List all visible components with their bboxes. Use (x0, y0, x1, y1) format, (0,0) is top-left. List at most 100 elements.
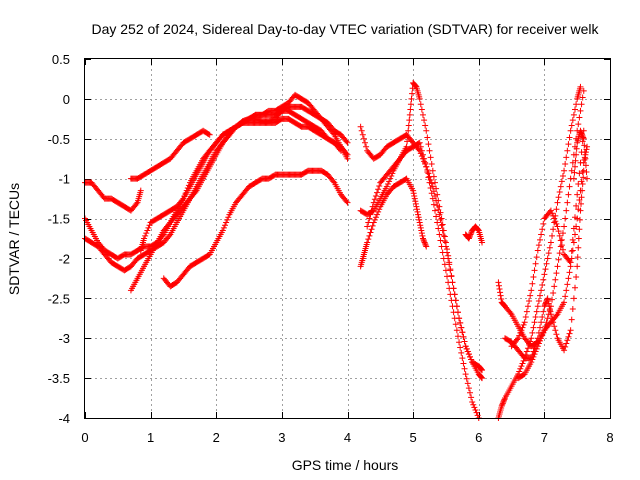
data-point (559, 230, 566, 237)
data-point (435, 197, 442, 204)
data-point (557, 243, 564, 250)
data-point (524, 303, 531, 310)
data-point (376, 206, 383, 213)
data-point (562, 293, 569, 300)
data-point (577, 127, 584, 134)
data-point (449, 279, 456, 286)
data-point (564, 337, 571, 344)
data-point (561, 299, 568, 306)
data-point (538, 319, 545, 326)
data-point (441, 233, 448, 240)
data-point (179, 196, 186, 203)
data-point (576, 170, 583, 177)
data-point (145, 224, 152, 231)
data-point (574, 191, 581, 198)
data-point (404, 133, 411, 140)
data-point (578, 178, 585, 185)
data-point (419, 235, 426, 242)
x-axis-label: GPS time / hours (292, 457, 399, 473)
data-point (565, 141, 572, 148)
data-point (436, 203, 443, 210)
data-point (526, 341, 533, 348)
data-point (552, 218, 559, 225)
data-point (468, 356, 475, 363)
data-point (556, 250, 563, 257)
data-point (418, 230, 425, 237)
x-tick-label: 8 (606, 430, 613, 445)
y-axis-label: SDTVAR / TECUs (6, 183, 22, 295)
series-arc-9 (357, 139, 482, 421)
data-point (416, 219, 423, 226)
data-point (413, 206, 420, 213)
data-point (417, 224, 424, 231)
data-point (423, 127, 430, 134)
data-point (478, 366, 485, 373)
data-point (413, 203, 420, 210)
data-point (429, 183, 436, 190)
data-point (495, 279, 502, 286)
data-point (579, 138, 586, 145)
data-point (419, 111, 426, 118)
data-point (563, 207, 570, 214)
data-point (422, 242, 429, 249)
data-point (523, 308, 530, 315)
data-point (474, 226, 481, 233)
data-point (374, 211, 381, 218)
data-point (566, 134, 573, 141)
data-point (421, 238, 428, 245)
data-point (459, 329, 466, 336)
plot-points (82, 79, 591, 421)
data-point (546, 303, 553, 310)
data-point (375, 186, 382, 193)
data-point (467, 232, 473, 239)
data-point (530, 274, 537, 281)
data-point (577, 83, 584, 90)
data-point (562, 215, 569, 222)
data-point (563, 154, 570, 161)
data-point (569, 247, 576, 254)
data-point (553, 312, 560, 319)
y-tick-label: -4 (58, 411, 70, 426)
data-point (395, 157, 402, 164)
data-point (451, 291, 458, 298)
data-point (365, 219, 372, 226)
data-point (528, 359, 535, 366)
series-arc-7 (160, 167, 351, 290)
data-point (569, 236, 576, 243)
data-point (367, 211, 374, 218)
y-tick-label: 0.5 (52, 52, 70, 67)
data-point (462, 371, 469, 378)
data-point (573, 202, 580, 209)
data-point (405, 127, 412, 134)
data-point (370, 199, 377, 206)
data-point (433, 213, 440, 220)
data-point (369, 203, 376, 210)
data-point (535, 340, 542, 347)
data-point (540, 308, 547, 315)
data-point (573, 101, 580, 108)
data-point (535, 297, 542, 304)
data-point (539, 313, 546, 320)
series-arc-15 (502, 167, 587, 362)
data-point (558, 242, 565, 249)
data-point (417, 222, 424, 229)
data-point (549, 210, 556, 217)
data-point (192, 188, 199, 195)
series-arc-18 (570, 127, 591, 182)
data-point (580, 135, 587, 142)
data-point (570, 239, 577, 246)
data-point (467, 353, 473, 360)
data-point (434, 219, 441, 226)
data-point (531, 351, 538, 358)
data-point (404, 138, 411, 145)
data-point (457, 344, 464, 351)
data-point (412, 200, 419, 207)
data-point (559, 246, 566, 253)
data-point (567, 327, 574, 334)
data-point (463, 375, 470, 382)
data-point (412, 82, 419, 89)
data-point (499, 401, 506, 408)
data-point (438, 222, 445, 229)
data-point (424, 167, 431, 174)
data-point (144, 227, 151, 234)
